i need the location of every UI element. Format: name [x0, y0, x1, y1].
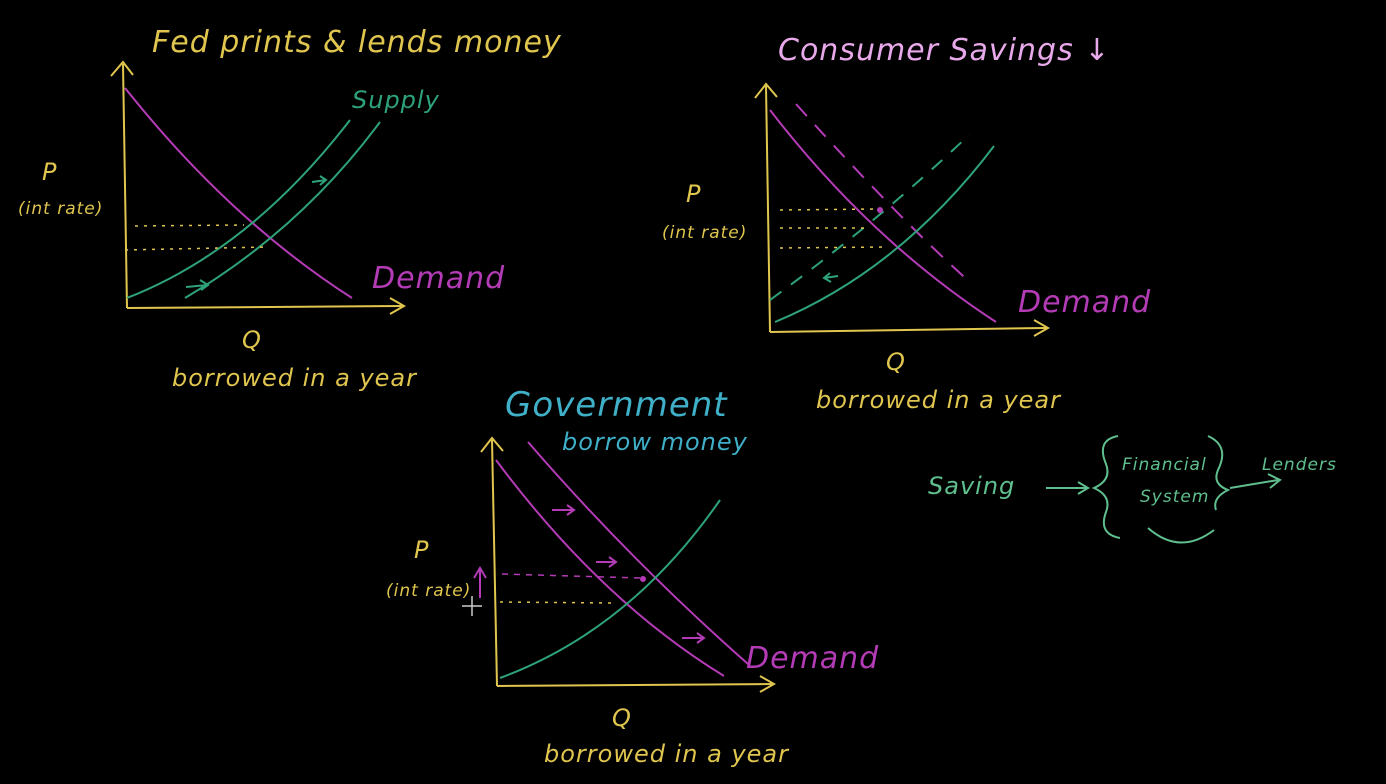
graph3-x-axis [496, 683, 773, 687]
graph3-shift-arrow-3 [682, 632, 706, 644]
graph3-title: Government [505, 385, 728, 425]
graph1-shift-arrow-upper [311, 175, 328, 186]
graph3-x-axis-arrow [759, 675, 777, 693]
graph1-x-label: Q [242, 326, 262, 354]
graph3-rate-up-arrow [473, 566, 487, 598]
graph2-shifted-demand-curve [795, 103, 973, 285]
graph2-shifted-supply-curve [769, 133, 971, 301]
graph2-demand-curve [769, 109, 997, 323]
flow-left-brace [1091, 435, 1121, 539]
graph2-eq-line-high [779, 208, 879, 211]
flow-financial-label: Financial [1122, 455, 1207, 475]
flow-right-brace [1207, 435, 1231, 511]
graph-government-borrowing: Government borrow money Demand P (int ra… [386, 385, 879, 768]
graph2-y-axis [765, 85, 771, 333]
graph2-y-axis-arrow [754, 82, 778, 99]
graph3-x-sublabel: borrowed in a year [544, 740, 790, 768]
graph2-x-label: Q [886, 348, 906, 376]
graph3-y-sublabel: (int rate) [386, 581, 471, 601]
graph1-shifted-supply-curve [184, 121, 381, 299]
graph3-new-equilibrium-dot [640, 576, 646, 582]
graph3-demand-curve [495, 459, 725, 677]
graph3-supply-curve [499, 499, 721, 679]
graph1-supply-label: Supply [352, 86, 440, 114]
graph1-shift-arrow-lower [185, 279, 210, 291]
graph1-y-axis-arrow [110, 60, 134, 77]
graph1-demand-curve [124, 87, 353, 299]
graph2-shift-arrow [822, 272, 839, 283]
graph2-y-sublabel: (int rate) [662, 223, 747, 243]
graph1-y-label: P [42, 158, 57, 186]
graph3-shift-arrow-1 [552, 504, 576, 516]
graph3-eq-line-new [501, 573, 641, 579]
graph1-x-axis-arrow [389, 297, 407, 315]
graph1-eq-line-original [134, 224, 245, 227]
flow-arrow-left [1046, 481, 1090, 495]
graph1-y-sublabel: (int rate) [18, 199, 103, 219]
graph3-demand-label: Demand [746, 641, 879, 676]
graph3-shifted-demand-curve [527, 441, 749, 665]
savings-flow-note: Saving Financial System Lenders [928, 435, 1337, 544]
graph3-y-axis-arrow [480, 436, 504, 453]
graph-consumer-savings: Consumer Savings ↓ Demand P (int rate) Q… [662, 33, 1151, 414]
graph1-supply-curve [126, 119, 351, 299]
cursor-crosshair-icon [462, 596, 482, 616]
flow-underline-curve [1147, 527, 1215, 544]
graph3-x-label: Q [612, 704, 632, 732]
graph2-x-sublabel: borrowed in a year [816, 386, 1062, 414]
graph2-x-axis [769, 327, 1047, 333]
graph3-title-line2: borrow money [562, 428, 748, 456]
graph1-x-sublabel: borrowed in a year [172, 364, 418, 392]
graph1-y-axis [122, 63, 128, 309]
graph2-y-label: P [686, 180, 701, 208]
graph3-y-axis [491, 439, 498, 687]
graph2-eq-line-low [779, 246, 887, 249]
flow-system-label: System [1140, 487, 1209, 507]
graph1-title: Fed prints & lends money [152, 25, 562, 60]
flow-lenders-label: Lenders [1262, 455, 1337, 475]
graph1-x-axis [126, 305, 403, 309]
graph2-x-axis-arrow [1033, 319, 1051, 337]
graph1-demand-label: Demand [372, 261, 505, 296]
graph-fed-lending: Fed prints & lends money Supply Demand P… [18, 25, 562, 392]
graph2-supply-curve [774, 145, 995, 323]
graph2-demand-label: Demand [1018, 285, 1151, 320]
graph1-eq-line-new [124, 246, 269, 251]
graph2-new-equilibrium-dot [877, 207, 883, 213]
flow-saving-label: Saving [928, 472, 1015, 500]
graph3-y-label: P [414, 536, 429, 564]
graph3-shift-arrow-2 [596, 556, 618, 568]
graph2-title: Consumer Savings ↓ [778, 33, 1110, 68]
flow-arrow-right [1229, 473, 1282, 489]
graph3-eq-line-original [499, 601, 615, 604]
